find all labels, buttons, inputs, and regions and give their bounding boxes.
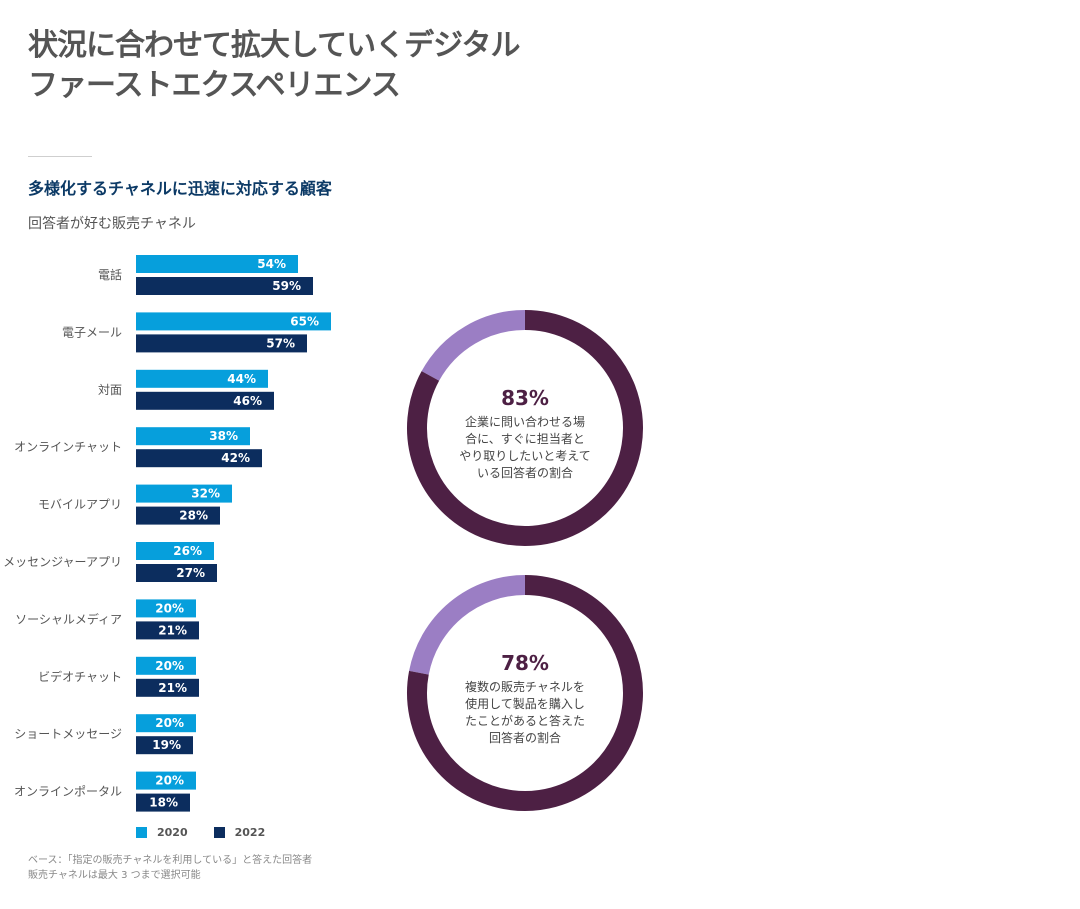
bar-2022 — [136, 564, 217, 582]
bar-value-label: 18% — [149, 796, 178, 810]
donut-caption-line: いる回答者の割合 — [477, 465, 573, 480]
bar-value-label: 57% — [266, 336, 295, 350]
bar-2020 — [136, 771, 196, 790]
bar-value-label: 42% — [221, 451, 250, 465]
donut-caption-line: 合に、すぐに担当者と — [465, 431, 585, 446]
legend-label-2020: 2020 — [157, 826, 188, 839]
category-label: 対面 — [98, 383, 122, 397]
bar-2020 — [136, 656, 196, 675]
bar-value-label: 27% — [176, 566, 205, 580]
bar-2022 — [136, 391, 274, 410]
bar-chart: 電話 54% 59% 電子メール 65% 57% 対面 44% 46% オンラインチャット 38% 4… — [3, 255, 331, 812]
bar-2022 — [136, 506, 220, 525]
donut-remainder-arc — [409, 575, 526, 675]
donut-caption-line: 回答者の割合 — [489, 730, 561, 745]
donut-value-arc — [407, 310, 643, 546]
bar-2022 — [136, 621, 199, 640]
legend-swatch-2022 — [213, 827, 225, 838]
bar-2022 — [136, 449, 262, 468]
legend-swatch-2020 — [136, 827, 147, 838]
legend-label-2022: 2022 — [234, 826, 266, 839]
bar-2022 — [136, 678, 199, 697]
donut-percent-label: 83% — [501, 386, 549, 410]
legend-item-2020: 2020 — [136, 826, 188, 839]
legend-item-2022: 2022 — [213, 826, 266, 839]
bar-value-label: 20% — [155, 716, 184, 730]
donut-caption-line: 企業に問い合わせる場 — [465, 414, 585, 429]
page-title-line1: 状況に合わせて拡大していくデジタル — [28, 28, 520, 63]
bar-value-label: 20% — [155, 774, 184, 788]
bar-value-label: 19% — [152, 738, 181, 752]
bar-2022 — [136, 334, 307, 353]
bar-2020 — [136, 427, 250, 446]
donut-remainder-arc — [421, 310, 526, 382]
bar-value-label: 21% — [158, 681, 187, 695]
footnote-base: ベース：「指定の販売チャネルを利用している」と答えた回答者 — [28, 855, 313, 866]
category-label: 電子メール — [62, 325, 122, 339]
donut-caption-line: やり取りしたいと考えて — [459, 449, 590, 463]
donut-percent-label: 78% — [501, 651, 549, 675]
donut-caption-line: 複数の販売チャネルを — [465, 679, 585, 694]
bar-2020 — [136, 484, 232, 503]
category-label: ビデオチャット — [38, 669, 122, 684]
divider — [28, 156, 92, 157]
bar-2020 — [136, 255, 298, 273]
bar-value-label: 59% — [272, 279, 301, 293]
bar-value-label: 21% — [158, 623, 187, 637]
section-subtitle: 多様化するチャネルに迅速に対応する顧客 — [28, 179, 332, 198]
bar-value-label: 38% — [209, 429, 238, 443]
category-label: メッセンジャーアプリ — [3, 555, 122, 569]
bar-value-label: 32% — [191, 487, 220, 501]
bar-2020 — [136, 599, 196, 618]
bar-2022 — [136, 793, 190, 812]
bar-2020 — [136, 312, 331, 331]
page-title-line2: ファーストエクスペリエンス — [28, 68, 401, 103]
category-label: オンラインポータル — [14, 785, 122, 799]
bar-2020 — [136, 369, 268, 388]
bar-value-label: 20% — [155, 659, 184, 673]
bar-2020 — [136, 714, 196, 733]
category-label: オンラインチャット — [14, 440, 122, 454]
footnote-selection: 販売チャネルは最大 3 つまで選択可能 — [28, 870, 201, 881]
donut-caption-line: 使用して製品を購入し — [465, 696, 585, 711]
category-label: モバイルアプリ — [38, 498, 122, 512]
bar-value-label: 46% — [233, 394, 262, 408]
footnotes: ベース：「指定の販売チャネルを利用している」と答えた回答者 販売チャネルは最大 … — [28, 853, 312, 883]
category-label: ショートメッセージ — [14, 727, 122, 741]
bar-value-label: 26% — [173, 544, 202, 558]
category-label: ソーシャルメディア — [15, 611, 122, 626]
bar-value-label: 54% — [257, 257, 286, 271]
page-title: 状況に合わせて拡大していくデジタル ファーストエクスペリエンス — [28, 26, 520, 106]
chart-legend: 2020 2022 — [136, 826, 291, 839]
chart-label: 回答者が好む販売チャネル — [28, 216, 196, 232]
bar-2020 — [136, 542, 214, 560]
bar-value-label: 28% — [179, 509, 208, 523]
donut-caption-line: たことがあると答えた — [465, 713, 585, 728]
donut-value-arc — [407, 575, 643, 811]
bar-value-label: 20% — [155, 601, 184, 615]
bar-2022 — [136, 277, 313, 295]
bar-value-label: 65% — [290, 314, 319, 328]
bar-2022 — [136, 736, 193, 755]
bar-value-label: 44% — [227, 372, 256, 386]
category-label: 電話 — [98, 267, 122, 282]
donut-chart: 83% 企業に問い合わせる場合に、すぐに担当者とやり取りしたいと考えている回答者の… — [407, 310, 643, 811]
